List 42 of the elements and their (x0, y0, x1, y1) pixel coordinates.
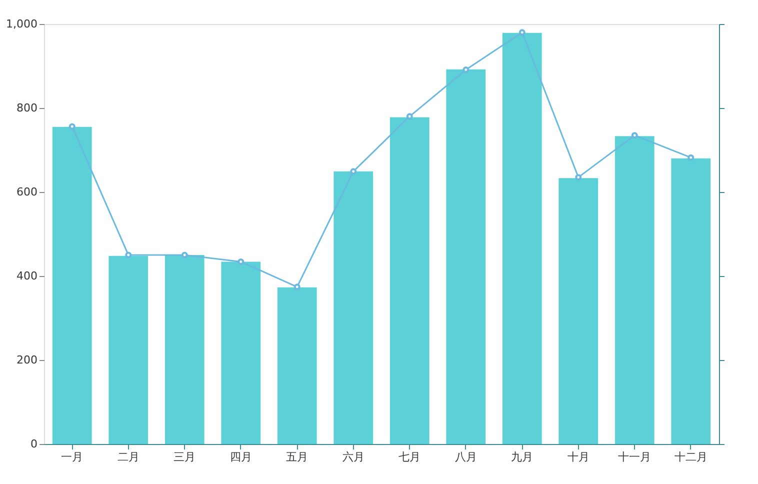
point (518, 29, 526, 36)
y-tick-label: 1,000 (6, 18, 38, 30)
x-tick-label: 五月 (286, 450, 308, 464)
x-tick-label: 二月 (117, 450, 140, 464)
point (238, 258, 244, 265)
bar (52, 126, 92, 444)
x-tick-label: 九月 (511, 450, 534, 464)
x-tick-label: 六月 (342, 450, 364, 464)
bar (446, 69, 486, 444)
bar (334, 171, 374, 444)
y-tick-label: 0 (30, 438, 38, 450)
x-tick-label: 十二月 (674, 450, 708, 464)
x-tick-label: 七月 (398, 450, 421, 464)
bar (277, 287, 317, 444)
x-tick-label: 十一月 (618, 450, 652, 464)
bar (502, 32, 542, 444)
point (631, 132, 638, 139)
x-tick-label: 一月 (61, 450, 84, 464)
y-tick-label: 400 (16, 270, 38, 282)
point (406, 113, 413, 120)
y-tick-label: 200 (16, 354, 38, 366)
bar (614, 136, 654, 444)
y-tick-label: 600 (16, 186, 38, 198)
point (125, 252, 132, 258)
bar (390, 117, 430, 444)
bar (164, 255, 204, 444)
bar (108, 256, 148, 444)
x-tick-label: 三月 (174, 450, 196, 464)
point (68, 123, 76, 130)
bar (221, 262, 261, 444)
point (462, 66, 470, 74)
point (350, 168, 357, 175)
x-tick-label: 十月 (567, 450, 590, 464)
y-tick-label: 800 (16, 102, 38, 114)
point (688, 154, 694, 161)
point (294, 284, 300, 290)
point (181, 252, 188, 258)
x-tick-label: 四月 (230, 450, 252, 464)
bar (558, 178, 598, 444)
x-tick-label: 八月 (454, 450, 477, 464)
bar (671, 158, 711, 444)
point (575, 174, 582, 181)
